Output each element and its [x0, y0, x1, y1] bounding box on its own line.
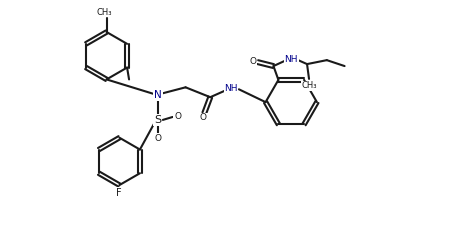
Text: O: O: [174, 112, 181, 122]
Text: CH₃: CH₃: [301, 81, 317, 90]
Text: NH: NH: [224, 84, 238, 93]
Text: O: O: [154, 134, 161, 143]
Text: O: O: [249, 57, 256, 66]
Text: S: S: [154, 115, 162, 125]
Text: N: N: [154, 90, 162, 100]
Text: O: O: [200, 113, 207, 122]
Text: NH: NH: [285, 55, 298, 64]
Text: F: F: [116, 188, 121, 198]
Text: CH₃: CH₃: [97, 8, 112, 17]
